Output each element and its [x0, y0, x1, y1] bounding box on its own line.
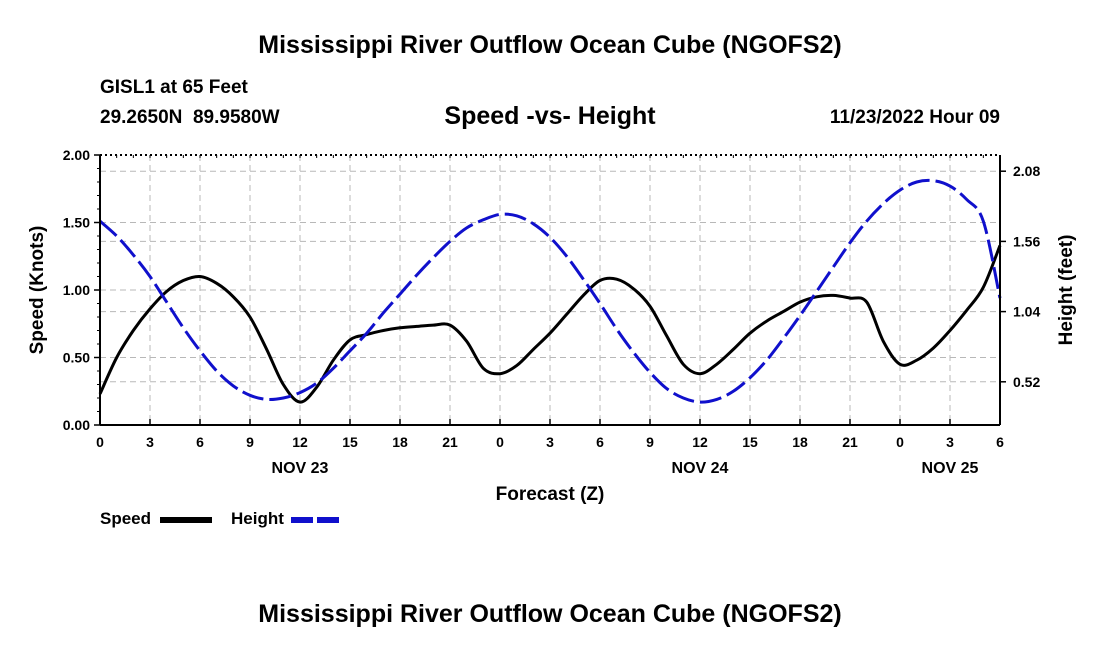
series-group — [98, 178, 1002, 404]
x-tick-label: 21 — [842, 434, 858, 450]
tick-group: 0 3 6 9 12 15 18 21 0 3 6 9 12 15 18 21 0 3 6 NOV 23 NOV 24 N… — [63, 147, 1041, 477]
y-tick-label: 0.50 — [63, 350, 90, 366]
legend-height-label: Height — [231, 509, 284, 528]
x-tick-label: 6 — [996, 434, 1004, 450]
x-tick-label: 6 — [596, 434, 604, 450]
y2-tick-label: 0.52 — [1013, 374, 1040, 390]
station-coordinates: 29.2650N 89.9580W — [100, 107, 280, 128]
x-tick-label: 3 — [946, 434, 954, 450]
y-tick-label: 1.50 — [63, 215, 90, 231]
y2-tick-label: 2.08 — [1013, 163, 1040, 179]
y-axis-label: Speed (Knots) — [27, 226, 48, 355]
x-tick-label: 9 — [646, 434, 654, 450]
x-axis-label: Forecast (Z) — [496, 484, 605, 505]
height-series-line — [99, 178, 1002, 404]
y2-tick-label: 1.04 — [1013, 304, 1040, 320]
chart-title: Speed -vs- Height — [444, 102, 656, 130]
x-tick-label: 0 — [496, 434, 504, 450]
x-tick-label: 18 — [792, 434, 808, 450]
station-label: GISL1 at 65 Feet — [100, 77, 248, 98]
legend-speed-swatch — [160, 517, 212, 523]
x-date-label: NOV 25 — [922, 460, 979, 477]
legend-speed-label: Speed — [100, 509, 152, 528]
x-tick-label: 3 — [546, 434, 554, 450]
x-date-label: NOV 24 — [672, 460, 729, 477]
page-title: Mississippi River Outflow Ocean Cube (NG… — [258, 31, 842, 59]
x-date-label: NOV 23 — [272, 460, 329, 477]
y2-tick-label: 1.56 — [1013, 233, 1040, 249]
x-tick-label: 6 — [196, 434, 204, 450]
y-tick-label: 0.00 — [63, 417, 90, 433]
y2-axis-label: Height (feet) — [1056, 235, 1077, 346]
grid — [100, 155, 1000, 425]
x-tick-label: 15 — [742, 434, 758, 450]
x-tick-label: 21 — [442, 434, 458, 450]
y-tick-label: 1.00 — [63, 282, 90, 298]
x-tick-label: 0 — [96, 434, 104, 450]
x-tick-label: 9 — [246, 434, 254, 450]
x-tick-label: 3 — [146, 434, 154, 450]
footer-title: Mississippi River Outflow Ocean Cube (NG… — [258, 600, 842, 628]
x-tick-label: 12 — [692, 434, 708, 450]
x-tick-label: 0 — [896, 434, 904, 450]
forecast-date: 11/23/2022 Hour 09 — [829, 107, 1000, 128]
x-tick-label: 18 — [392, 434, 408, 450]
legend-height-swatch — [291, 517, 343, 523]
x-tick-label: 12 — [292, 434, 308, 450]
speed-series-line — [98, 244, 1002, 404]
x-tick-label: 15 — [342, 434, 358, 450]
y-tick-label: 2.00 — [63, 147, 90, 163]
